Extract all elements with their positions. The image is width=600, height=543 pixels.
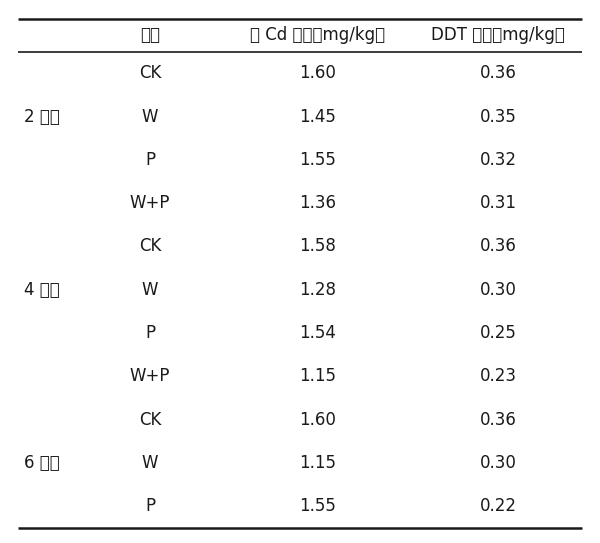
Text: 总 Cd 浓度（mg/kg）: 总 Cd 浓度（mg/kg） [250,26,386,45]
Text: W+P: W+P [130,194,170,212]
Text: 1.36: 1.36 [299,194,337,212]
Text: W: W [142,108,158,125]
Text: CK: CK [139,64,161,82]
Text: 0.23: 0.23 [479,367,517,386]
Text: 1.45: 1.45 [299,108,337,125]
Text: W+P: W+P [130,367,170,386]
Text: 0.22: 0.22 [479,497,517,515]
Text: W: W [142,281,158,299]
Text: 2 个月: 2 个月 [24,108,60,125]
Text: 1.54: 1.54 [299,324,337,342]
Text: 1.28: 1.28 [299,281,337,299]
Text: CK: CK [139,237,161,255]
Text: 1.15: 1.15 [299,367,337,386]
Text: 6 个月: 6 个月 [24,454,60,472]
Text: P: P [145,324,155,342]
Text: DDT 浓度（mg/kg）: DDT 浓度（mg/kg） [431,26,565,45]
Text: 0.36: 0.36 [479,64,517,82]
Text: 0.31: 0.31 [479,194,517,212]
Text: 1.60: 1.60 [299,411,337,428]
Text: 1.58: 1.58 [299,237,337,255]
Text: 0.35: 0.35 [479,108,517,125]
Text: 1.15: 1.15 [299,454,337,472]
Text: 1.55: 1.55 [299,497,337,515]
Text: P: P [145,497,155,515]
Text: 0.32: 0.32 [479,151,517,169]
Text: 1.60: 1.60 [299,64,337,82]
Text: 0.25: 0.25 [479,324,517,342]
Text: 0.36: 0.36 [479,237,517,255]
Text: 0.36: 0.36 [479,411,517,428]
Text: P: P [145,151,155,169]
Text: 处理: 处理 [140,26,160,45]
Text: W: W [142,454,158,472]
Text: 4 个月: 4 个月 [24,281,60,299]
Text: 0.30: 0.30 [479,281,517,299]
Text: 1.55: 1.55 [299,151,337,169]
Text: 0.30: 0.30 [479,454,517,472]
Text: CK: CK [139,411,161,428]
